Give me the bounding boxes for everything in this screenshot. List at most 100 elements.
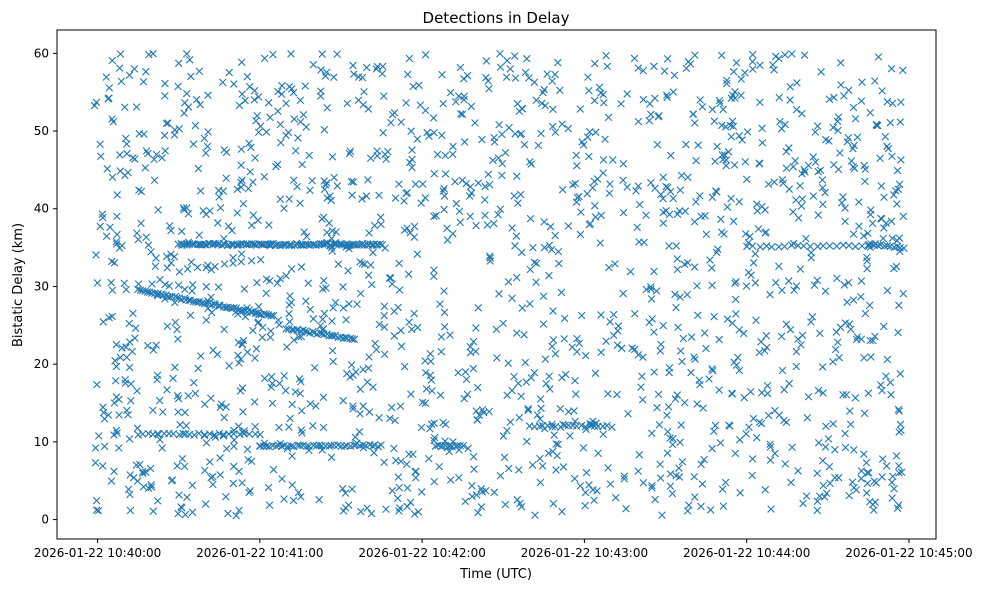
- scatter-point: [418, 398, 427, 407]
- scatter-point: [821, 287, 830, 295]
- scatter-point: [210, 431, 219, 439]
- scatter-point: [841, 217, 849, 226]
- scatter-point: [581, 488, 590, 497]
- scatter-point: [471, 119, 479, 127]
- scatter-point: [342, 369, 351, 378]
- scatter-point: [717, 121, 726, 130]
- scatter-point: [408, 163, 416, 172]
- scatter-point: [732, 361, 741, 369]
- scatter-point: [349, 61, 357, 70]
- scatter-point: [619, 289, 628, 298]
- scatter-point: [862, 253, 871, 262]
- scatter-point: [144, 241, 153, 249]
- scatter-point: [647, 178, 655, 187]
- scatter-point: [558, 507, 566, 516]
- scatter-point: [779, 179, 787, 187]
- scatter-point: [153, 429, 162, 438]
- scatter-point: [698, 480, 707, 488]
- scatter-point: [514, 199, 522, 208]
- scatter-point: [123, 149, 131, 158]
- scatter-point: [294, 134, 302, 142]
- scatter-point: [504, 277, 513, 286]
- scatter-point: [125, 435, 134, 443]
- scatter-point: [258, 323, 267, 332]
- scatter-point: [175, 125, 184, 133]
- scatter-point: [426, 424, 434, 433]
- scatter-point: [686, 60, 695, 68]
- scatter-point: [297, 406, 306, 415]
- scatter-point: [265, 221, 273, 229]
- scatter-point: [359, 402, 367, 410]
- scatter-point: [861, 165, 870, 174]
- scatter-point: [376, 213, 385, 222]
- scatter-point: [797, 341, 805, 349]
- scatter-point: [841, 204, 849, 212]
- scatter-point: [669, 434, 677, 443]
- scatter-point: [269, 311, 278, 320]
- scatter-point: [745, 423, 753, 431]
- scatter-point: [413, 135, 422, 143]
- scatter-point: [876, 154, 884, 163]
- scatter-point: [581, 351, 590, 360]
- scatter-point: [728, 390, 736, 398]
- scatter-point: [147, 481, 155, 489]
- scatter-point: [814, 439, 823, 447]
- scatter-point: [808, 313, 817, 321]
- scatter-point: [505, 123, 513, 132]
- scatter-point: [356, 289, 365, 298]
- scatter-point: [576, 105, 585, 113]
- scatter-point: [673, 255, 682, 263]
- scatter-point: [305, 151, 314, 160]
- scatter-point: [495, 120, 503, 129]
- scatter-point: [503, 56, 511, 65]
- scatter-point: [262, 442, 271, 450]
- scatter-point: [405, 158, 414, 167]
- scatter-point: [868, 219, 877, 228]
- scatter-point: [622, 504, 630, 513]
- scatter-point: [186, 311, 195, 320]
- y-tick-label: 20: [34, 357, 49, 371]
- scatter-point: [140, 130, 148, 138]
- scatter-point: [222, 444, 231, 453]
- scatter-point: [840, 92, 848, 100]
- scatter-point: [322, 179, 331, 187]
- scatter-point: [613, 327, 622, 335]
- scatter-point: [819, 200, 827, 209]
- scatter-point: [503, 391, 512, 400]
- scatter-point: [300, 228, 309, 236]
- scatter-point: [400, 197, 408, 205]
- scatter-point: [129, 309, 137, 318]
- scatter-point: [721, 478, 730, 487]
- scatter-point: [814, 211, 823, 219]
- scatter-point: [723, 315, 732, 323]
- scatter-point: [102, 73, 111, 81]
- scatter-point: [369, 383, 377, 391]
- scatter-point: [229, 259, 237, 268]
- scatter-point: [309, 60, 318, 69]
- scatter-point: [125, 319, 134, 328]
- scatter-point: [822, 489, 831, 498]
- y-tick-label: 50: [34, 124, 49, 138]
- scatter-point: [229, 253, 237, 262]
- scatter-point: [230, 80, 238, 88]
- scatter-point: [554, 440, 562, 449]
- scatter-point: [216, 471, 225, 479]
- scatter-point: [179, 429, 187, 438]
- scatter-point: [833, 338, 842, 347]
- scatter-point: [216, 203, 225, 212]
- scatter-point: [798, 109, 806, 118]
- scatter-point: [437, 131, 446, 140]
- scatter-point: [766, 290, 774, 299]
- x-axis: 2026-01-22 10:40:00 2026-01-22 10:41:00 20…: [34, 539, 973, 560]
- scatter-point: [277, 138, 285, 147]
- scatter-point: [192, 95, 201, 104]
- scatter-point: [159, 291, 168, 299]
- scatter-point: [503, 426, 511, 435]
- scatter-point: [392, 456, 400, 465]
- scatter-point: [189, 140, 198, 149]
- scatter-point: [539, 88, 547, 97]
- scatter-point: [834, 473, 843, 482]
- scatter-point: [460, 138, 469, 146]
- scatter-point: [250, 96, 259, 104]
- scatter-point: [180, 285, 189, 294]
